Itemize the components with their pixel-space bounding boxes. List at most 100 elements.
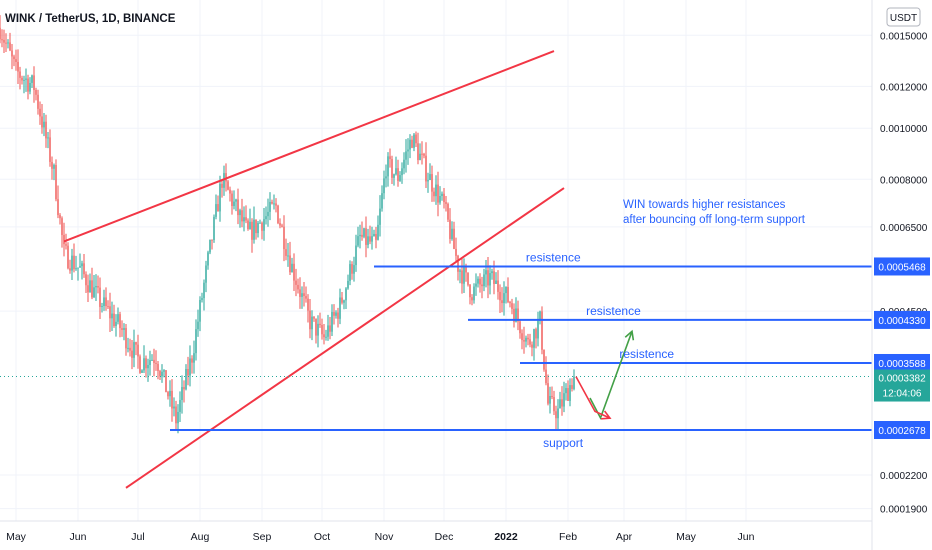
candle[interactable] <box>101 302 103 313</box>
candle[interactable] <box>67 242 69 270</box>
candle[interactable] <box>121 320 123 337</box>
candle[interactable] <box>417 132 419 165</box>
candle[interactable] <box>105 287 107 311</box>
candle[interactable] <box>527 333 529 346</box>
candle[interactable] <box>281 223 283 228</box>
candle[interactable] <box>109 292 111 333</box>
candle[interactable] <box>147 358 149 382</box>
candle[interactable] <box>409 134 411 159</box>
candle[interactable] <box>127 337 129 353</box>
candle[interactable] <box>461 257 463 294</box>
candle[interactable] <box>69 259 71 274</box>
candle[interactable] <box>255 219 257 240</box>
candle[interactable] <box>243 206 245 232</box>
candle[interactable] <box>435 175 437 205</box>
candle[interactable] <box>549 386 551 414</box>
candle[interactable] <box>229 186 231 202</box>
candle[interactable] <box>291 257 293 273</box>
candle[interactable] <box>343 299 345 310</box>
candle[interactable] <box>531 341 533 357</box>
candle[interactable] <box>451 221 453 241</box>
candle[interactable] <box>119 311 121 338</box>
candle[interactable] <box>333 304 335 325</box>
candle[interactable] <box>407 138 409 165</box>
candle[interactable] <box>541 306 543 355</box>
candle[interactable] <box>479 273 481 293</box>
candle[interactable] <box>361 221 363 241</box>
candle[interactable] <box>555 405 557 430</box>
candle[interactable] <box>95 274 97 301</box>
candle[interactable] <box>473 283 475 304</box>
candle[interactable] <box>77 267 79 281</box>
candle[interactable] <box>49 129 51 167</box>
candle[interactable] <box>231 190 233 215</box>
candle[interactable] <box>297 278 299 294</box>
candle[interactable] <box>261 221 263 240</box>
candle[interactable] <box>103 289 105 311</box>
candle[interactable] <box>71 248 73 280</box>
candle[interactable] <box>439 186 441 205</box>
candle[interactable] <box>315 318 317 344</box>
candle[interactable] <box>33 66 35 103</box>
candle[interactable] <box>135 341 137 356</box>
candle[interactable] <box>81 260 83 280</box>
candle[interactable] <box>43 112 45 137</box>
candle[interactable] <box>155 350 157 371</box>
candle[interactable] <box>533 328 535 361</box>
candle[interactable] <box>177 404 179 434</box>
candle[interactable] <box>253 206 255 244</box>
candle[interactable] <box>273 194 275 210</box>
candle[interactable] <box>157 361 159 380</box>
candle[interactable] <box>175 400 177 431</box>
candle[interactable] <box>139 354 141 374</box>
candle[interactable] <box>369 225 371 245</box>
candle[interactable] <box>305 286 307 303</box>
up-arrow[interactable] <box>589 329 635 420</box>
candle[interactable] <box>45 114 47 148</box>
candle[interactable] <box>501 287 503 313</box>
candle[interactable] <box>523 326 525 354</box>
candle[interactable] <box>429 163 431 181</box>
candle[interactable] <box>537 311 539 347</box>
candle[interactable] <box>509 300 511 308</box>
candle[interactable] <box>13 54 15 67</box>
candle[interactable] <box>35 87 37 101</box>
candle[interactable] <box>351 261 353 280</box>
candle[interactable] <box>191 355 193 374</box>
candle[interactable] <box>469 284 471 305</box>
candle[interactable] <box>205 260 207 293</box>
candle[interactable] <box>381 185 383 212</box>
candle[interactable] <box>449 208 451 244</box>
candle[interactable] <box>51 156 53 180</box>
candle[interactable] <box>503 281 505 316</box>
candle[interactable] <box>433 187 435 202</box>
candle[interactable] <box>3 29 5 54</box>
candle[interactable] <box>525 335 527 348</box>
candle[interactable] <box>443 187 445 209</box>
candle[interactable] <box>263 208 265 241</box>
candles-layer[interactable] <box>0 15 575 434</box>
candle[interactable] <box>137 334 139 369</box>
candle[interactable] <box>213 214 215 243</box>
candle[interactable] <box>349 260 351 286</box>
arrows-layer[interactable] <box>575 329 635 420</box>
candle[interactable] <box>447 202 449 223</box>
candle[interactable] <box>303 282 305 307</box>
candle[interactable] <box>219 175 221 222</box>
candle[interactable] <box>399 171 401 182</box>
candle[interactable] <box>145 355 147 378</box>
candle[interactable] <box>373 229 375 237</box>
candle[interactable] <box>277 204 279 225</box>
candle[interactable] <box>405 139 407 173</box>
candle[interactable] <box>223 165 225 196</box>
candle[interactable] <box>97 275 99 294</box>
candle[interactable] <box>401 162 403 184</box>
candle[interactable] <box>17 49 19 84</box>
candle[interactable] <box>553 390 555 416</box>
candle[interactable] <box>295 268 297 297</box>
candle[interactable] <box>413 132 415 152</box>
candle[interactable] <box>309 298 311 339</box>
candle[interactable] <box>283 215 285 262</box>
candle[interactable] <box>111 301 113 331</box>
candle[interactable] <box>129 338 131 357</box>
